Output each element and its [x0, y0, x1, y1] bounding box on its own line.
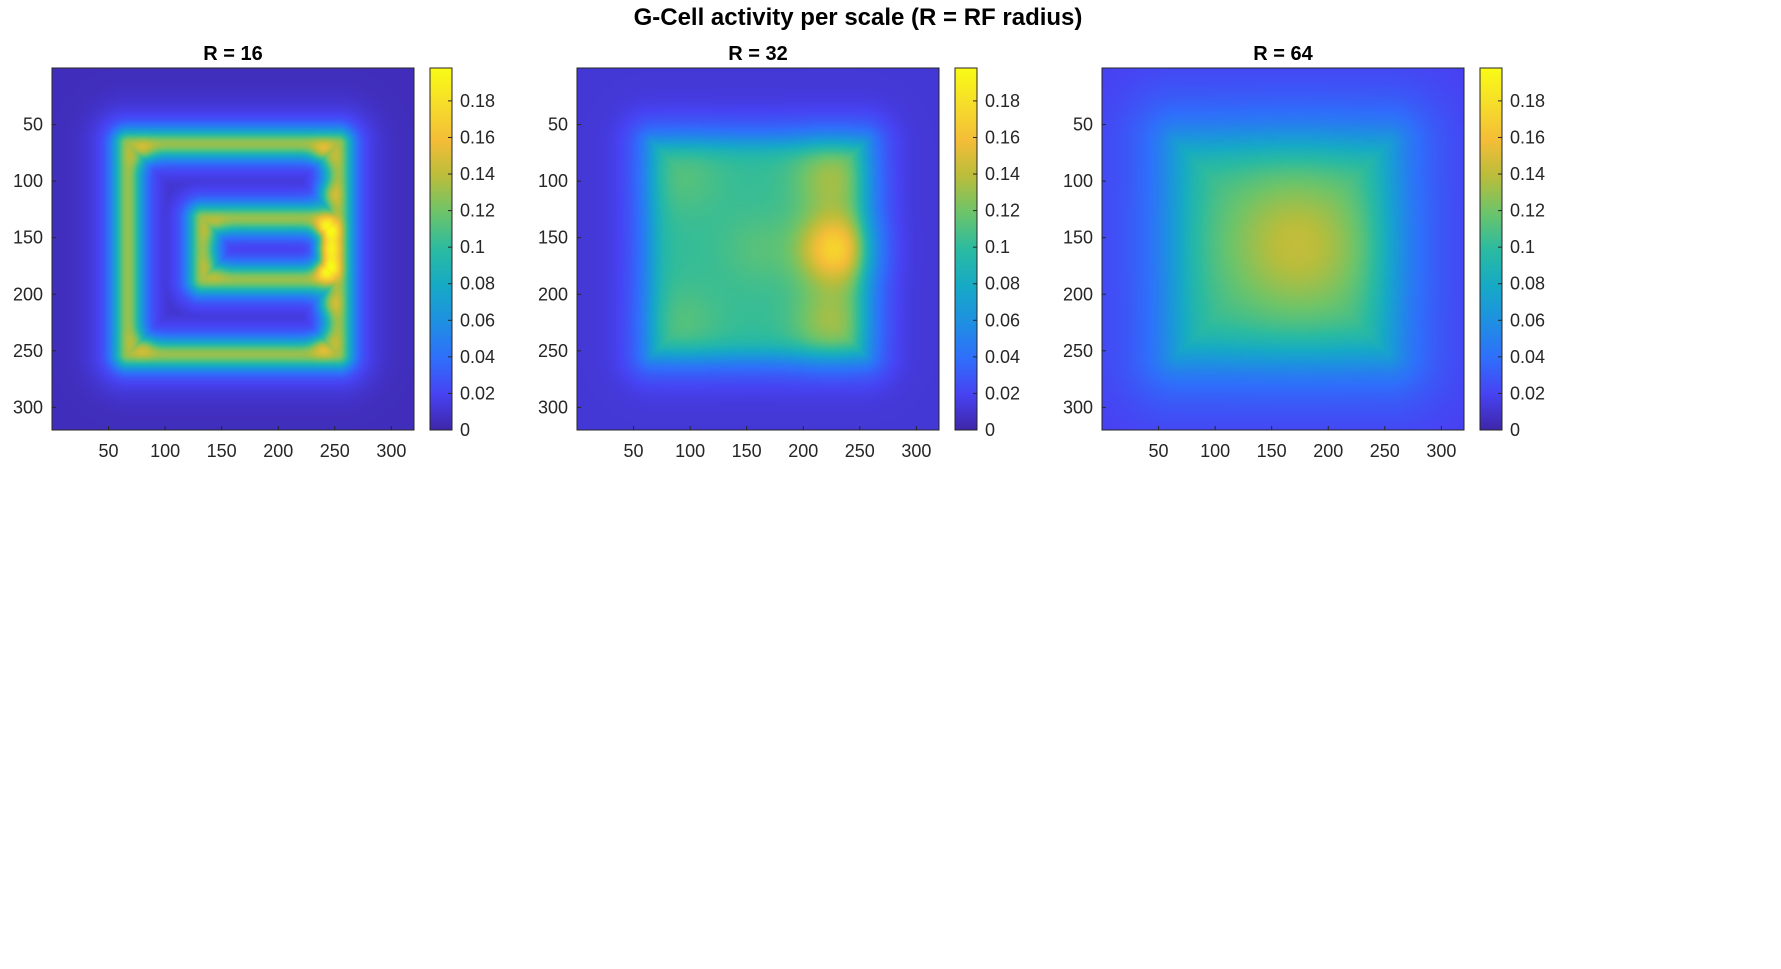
panel-2: R = 32 50 100 150 200 250 300 50 100 150 200 250 300…	[538, 43, 1020, 461]
x-tick-label: 50	[99, 441, 119, 461]
colorbar-tick-label: 0.18	[460, 91, 495, 111]
colorbar-tick-label: 0.02	[985, 383, 1020, 403]
colorbar	[430, 68, 452, 430]
colorbar-tick-label: 0	[985, 420, 995, 440]
colorbar-tick-label: 0.16	[1510, 127, 1545, 147]
x-tick-label: 150	[1257, 441, 1287, 461]
colorbar-tick-label: 0	[1510, 420, 1520, 440]
colorbar-tick-label: 0.08	[1510, 274, 1545, 294]
y-tick-label: 100	[13, 171, 43, 191]
panel-1: R = 16 50 100 150 200 250 300 50 100 150 200 250 300…	[13, 43, 495, 461]
panel-3: R = 64 50 100 150 200 250 300 50 100 150 200 250 300…	[1063, 43, 1545, 461]
axes-box	[1101, 67, 1465, 431]
y-tick-label: 150	[538, 228, 568, 248]
y-tick-label: 50	[1073, 115, 1093, 135]
panel-title: R = 32	[728, 43, 787, 65]
colorbar-tick-label: 0.1	[1510, 237, 1535, 257]
x-tick-label: 200	[1313, 441, 1343, 461]
y-tick-label: 100	[538, 171, 568, 191]
y-tick-label: 250	[1063, 341, 1093, 361]
y-tick-label: 50	[548, 115, 568, 135]
y-tick-label: 300	[13, 397, 43, 417]
heatmap-image	[1102, 68, 1464, 430]
colorbar-tick-label: 0.16	[460, 127, 495, 147]
x-tick-label: 250	[845, 441, 875, 461]
x-tick-label: 300	[901, 441, 931, 461]
y-tick-label: 200	[13, 284, 43, 304]
x-tick-label: 300	[376, 441, 406, 461]
x-tick-label: 250	[320, 441, 350, 461]
colorbar-frame	[429, 67, 453, 431]
colorbar-tick-label: 0.1	[460, 237, 485, 257]
colorbar-tick-label: 0.18	[1510, 91, 1545, 111]
x-tick-label: 50	[624, 441, 644, 461]
heatmap-image	[52, 68, 414, 430]
y-tick-label: 200	[1063, 284, 1093, 304]
colorbar-tick-label: 0.02	[1510, 383, 1545, 403]
x-tick-label: 100	[150, 441, 180, 461]
x-tick-label: 100	[675, 441, 705, 461]
colorbar-frame	[954, 67, 978, 431]
colorbar-tick-label: 0.18	[985, 91, 1020, 111]
colorbar-tick-label: 0.14	[1510, 164, 1545, 184]
colorbar-tick-label: 0.1	[985, 237, 1010, 257]
colorbar-tick-label: 0.04	[460, 347, 495, 367]
x-tick-label: 200	[788, 441, 818, 461]
colorbar-tick-label: 0.06	[985, 310, 1020, 330]
y-tick-label: 100	[1063, 171, 1093, 191]
panel-title: R = 64	[1253, 43, 1313, 65]
colorbar-tick-label: 0.02	[460, 383, 495, 403]
y-tick-label: 150	[13, 228, 43, 248]
colorbar	[955, 68, 977, 430]
colorbar-tick-label: 0.08	[985, 274, 1020, 294]
colorbar	[1480, 68, 1502, 430]
x-tick-label: 50	[1149, 441, 1169, 461]
colorbar-tick-label: 0.06	[1510, 310, 1545, 330]
x-tick-label: 300	[1426, 441, 1456, 461]
colorbar-tick-label: 0.12	[460, 201, 495, 221]
axes-box	[576, 67, 940, 431]
colorbar-frame	[1479, 67, 1503, 431]
x-tick-label: 200	[263, 441, 293, 461]
x-tick-label: 150	[207, 441, 237, 461]
heatmap-image	[577, 68, 939, 430]
colorbar-tick-label: 0.16	[985, 127, 1020, 147]
y-tick-label: 150	[1063, 228, 1093, 248]
y-tick-label: 300	[1063, 397, 1093, 417]
colorbar-tick-label: 0.12	[1510, 201, 1545, 221]
figure-title: G-Cell activity per scale (R = RF radius…	[634, 4, 1083, 31]
axes-box	[51, 67, 415, 431]
y-tick-label: 250	[13, 341, 43, 361]
y-tick-label: 300	[538, 397, 568, 417]
y-tick-label: 250	[538, 341, 568, 361]
colorbar-tick-label: 0.06	[460, 310, 495, 330]
x-tick-label: 100	[1200, 441, 1230, 461]
colorbar-tick-label: 0.12	[985, 201, 1020, 221]
panel-title: R = 16	[203, 43, 262, 65]
colorbar-tick-label: 0.14	[460, 164, 495, 184]
x-tick-label: 150	[732, 441, 762, 461]
colorbar-tick-label: 0.08	[460, 274, 495, 294]
x-tick-label: 250	[1370, 441, 1400, 461]
y-tick-label: 50	[23, 115, 43, 135]
colorbar-tick-label: 0	[460, 420, 470, 440]
panels-group: R = 16 50 100 150 200 250 300 50 100 150 200 250 300…	[13, 43, 1545, 461]
colorbar-tick-label: 0.04	[985, 347, 1020, 367]
y-tick-label: 200	[538, 284, 568, 304]
colorbar-tick-label: 0.04	[1510, 347, 1545, 367]
colorbar-tick-label: 0.14	[985, 164, 1020, 184]
